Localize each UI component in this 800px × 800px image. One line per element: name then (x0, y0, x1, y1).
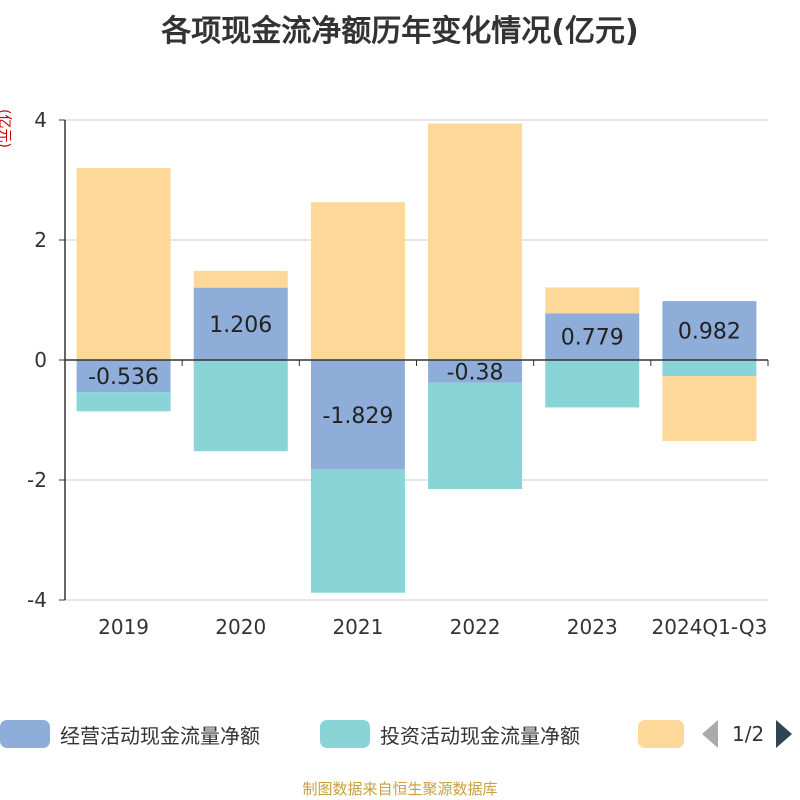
bar-series-2-2019[interactable] (76, 168, 171, 360)
bar-series-0-2020[interactable] (193, 287, 288, 360)
bar-series-0-2019[interactable] (76, 360, 171, 393)
bar-series-0-2021[interactable] (310, 360, 405, 470)
bar-series-2-2023[interactable] (545, 287, 640, 314)
bar-series-1-2020[interactable] (193, 360, 288, 452)
bar-series-1-2019[interactable] (76, 392, 171, 412)
bar-chart: 4 2 0 -2 -4 -0.536 2019 1.206 2020 -1.829 2021 -0.3… (27, 108, 769, 639)
legend-swatch-financing (638, 720, 684, 748)
bar-series-0-2022[interactable] (428, 360, 523, 383)
pager-next-icon[interactable] (776, 720, 793, 748)
bar-series-0-2023[interactable] (545, 313, 640, 360)
pager-text: 1/2 (732, 722, 765, 746)
legend-item-operating[interactable]: 经营活动现金流量净额 (0, 718, 260, 750)
bar-series-2-2022[interactable] (428, 123, 523, 360)
bar-series-1-2021[interactable] (310, 469, 405, 593)
legend-pager: 1/2 (702, 718, 793, 750)
x-tick-label-2019: 2019 (98, 615, 149, 639)
data-label-2020: 1.206 (209, 313, 272, 338)
x-tick-label-2021: 2021 (332, 615, 383, 639)
data-label-2024Q1-Q3: 0.982 (678, 320, 741, 345)
legend-item-financing[interactable] (638, 718, 684, 750)
legend-item-investing[interactable]: 投资活动现金流量净额 (320, 718, 580, 750)
data-source-footer: 制图数据来自恒生聚源数据库 (302, 780, 498, 798)
bar-series-2-2020[interactable] (193, 270, 288, 288)
y-tick-label: 2 (34, 228, 47, 252)
pager-prev-icon[interactable] (702, 720, 718, 748)
bar-series-1-2023[interactable] (545, 360, 640, 408)
bar-series-1-2024Q1-Q3[interactable] (662, 360, 757, 377)
legend-label-operating: 经营活动现金流量净额 (60, 723, 260, 748)
data-label-2021: -1.829 (322, 404, 393, 429)
y-tick-label: -2 (27, 468, 47, 492)
chart-title: 各项现金流净额历年变化情况(亿元) (161, 14, 639, 49)
legend: 经营活动现金流量净额 投资活动现金流量净额 (0, 716, 800, 752)
legend-swatch-operating (0, 720, 50, 748)
bar-series-2-2024Q1-Q3[interactable] (662, 376, 757, 441)
data-label-2023: 0.779 (561, 326, 624, 351)
legend-label-investing: 投资活动现金流量净额 (380, 723, 580, 748)
legend-swatch-investing (320, 720, 370, 748)
bar-series-0-2024Q1-Q3[interactable] (662, 301, 757, 360)
y-tick-label: 4 (34, 108, 47, 132)
y-tick-label: 0 (34, 348, 47, 372)
x-tick-label-2022: 2022 (450, 615, 501, 639)
x-tick-label-2024Q1-Q3: 2024Q1-Q3 (652, 615, 768, 639)
bar-series-1-2022[interactable] (428, 382, 523, 489)
bar-series-2-2021[interactable] (310, 202, 405, 360)
y-tick-label: -4 (27, 588, 47, 612)
data-label-2022: -0.38 (447, 360, 504, 385)
x-tick-label-2020: 2020 (215, 615, 266, 639)
x-tick-label-2023: 2023 (567, 615, 618, 639)
data-label-2019: -0.536 (88, 365, 159, 390)
